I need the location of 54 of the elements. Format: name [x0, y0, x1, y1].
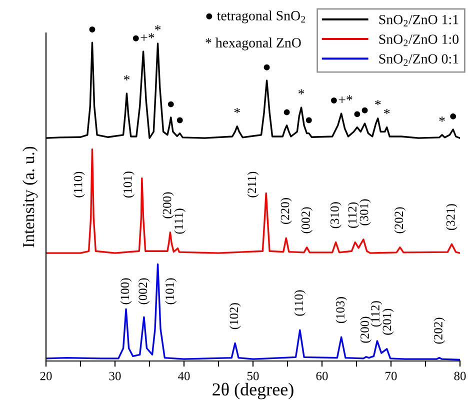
annotation: (211) — [247, 172, 259, 198]
y-axis-title: Intensity (a. u.) — [22, 146, 38, 248]
annotation: * — [375, 100, 381, 106]
annotation: (102) — [229, 303, 241, 330]
annotation: (321) — [446, 204, 458, 230]
annotation: * — [384, 109, 390, 114]
annotation: * — [124, 75, 130, 80]
annotation: (202) — [394, 207, 406, 234]
annotation: (002) — [301, 207, 312, 234]
annotation: ● — [450, 113, 456, 120]
x-tick-label: 80 — [454, 372, 466, 380]
annotation: (301) — [359, 199, 371, 226]
annotation: (201) — [382, 308, 394, 335]
annotation: (220) — [280, 198, 292, 224]
annotation: (202) — [434, 318, 445, 344]
annotation: ● — [89, 26, 96, 32]
annotation: * — [154, 25, 161, 30]
annotation: (100) — [120, 278, 132, 304]
annotation: ● — [264, 64, 270, 70]
annotation: (110) — [294, 290, 306, 316]
annotation: (110) — [73, 172, 85, 198]
legend-label: SnO$_{2}$/ZnO 1:0 — [379, 34, 459, 46]
x-tick-label: 40 — [178, 372, 190, 380]
annotation: (112) — [348, 202, 360, 228]
annotation: ●+* — [330, 95, 352, 104]
annotation: ● — [176, 117, 183, 124]
x-axis-title: 2θ (degree) — [212, 382, 294, 400]
annotation: (112) — [370, 301, 382, 327]
annotation: ● — [168, 101, 174, 108]
annotation: (200) — [162, 192, 174, 218]
annotation: * — [439, 116, 445, 122]
x-tick-label: 70 — [386, 372, 397, 380]
legend-label: SnO$_{2}$/ZnO 0:1 — [379, 54, 458, 66]
annotation: (103) — [336, 297, 347, 324]
annotation: ● — [284, 109, 290, 116]
annotation: ●+* — [132, 33, 154, 42]
text: ● tetragonal SnO$_{2}$ — [206, 10, 306, 24]
annotation: (111) — [174, 208, 186, 234]
annotation: (002) — [138, 278, 150, 304]
x-tick-label: 60 — [316, 372, 328, 380]
annotation: * hexagonal ZnO — [206, 38, 301, 50]
x-tick-label: 20 — [40, 372, 52, 380]
x-tick-label: 50 — [247, 372, 259, 380]
annotation: ● — [362, 107, 368, 114]
annotation: (200) — [360, 316, 372, 343]
legend-label: SnO$_{2}$/ZnO 1:1 — [379, 14, 458, 26]
annotation: (310) — [330, 202, 342, 228]
annotation: ● — [354, 111, 360, 118]
annotation: ● — [306, 117, 312, 124]
annotation: (101) — [123, 172, 134, 198]
annotation: * — [234, 108, 240, 114]
annotation: * — [298, 89, 304, 94]
annotation: (101) — [165, 278, 177, 304]
x-tick-label: 30 — [109, 372, 121, 380]
